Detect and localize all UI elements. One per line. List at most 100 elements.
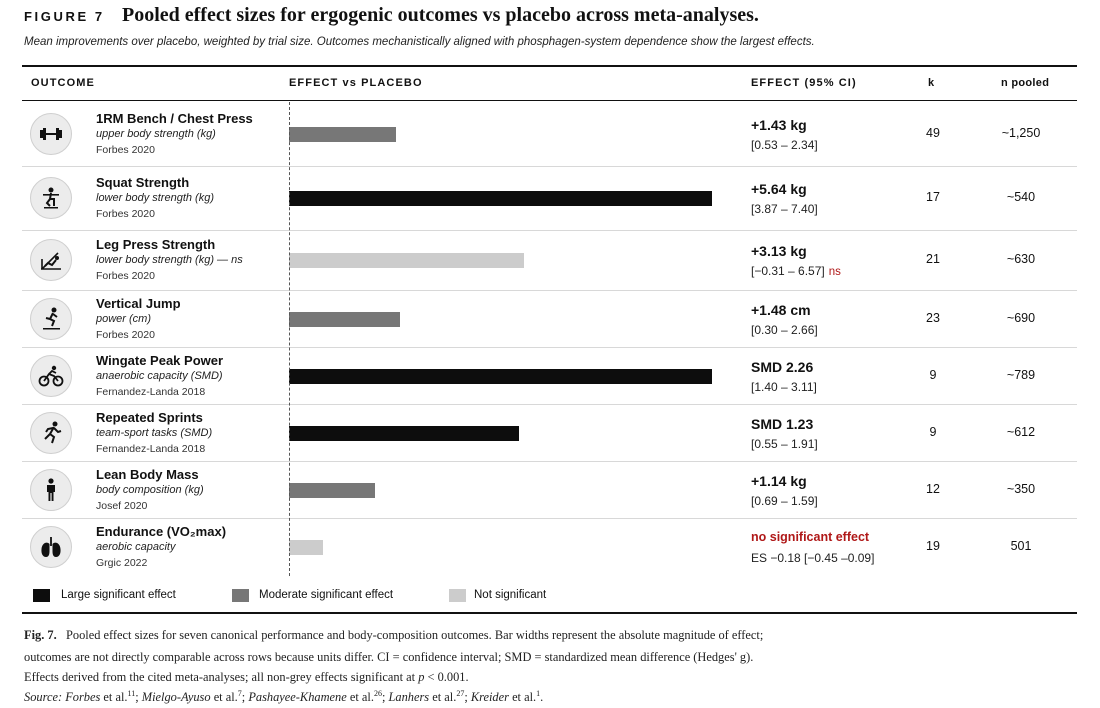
effect-ci-text: [0.30 – 2.66] — [751, 322, 818, 337]
squat-icon — [38, 185, 64, 211]
k-value: 23 — [926, 310, 940, 325]
outcome-measure: anaerobic capacity (SMD) — [96, 369, 223, 382]
row-separator — [22, 518, 1077, 519]
cycling-icon — [38, 363, 64, 389]
row-separator — [22, 290, 1077, 291]
effect-ci: [3.87 – 7.40] — [751, 202, 818, 216]
caption-line-1: Fig. 7. Pooled effect sizes for seven ca… — [24, 628, 763, 643]
k-value: 49 — [926, 126, 940, 140]
outcome-measure: aerobic capacity — [96, 541, 176, 553]
source-ref-number: 27 — [456, 689, 465, 698]
source-author: Kreider — [470, 690, 509, 705]
caption-text-3b: < 0.001. — [427, 670, 469, 684]
column-header-outcome: OUTCOME — [31, 77, 95, 89]
caption-text-3a: Effects derived from the cited meta-anal… — [24, 670, 416, 684]
ns-tag: ns — [828, 266, 841, 278]
effect-bar — [289, 482, 375, 498]
n-pooled-value: ~350 — [1006, 481, 1036, 496]
caption-source-line: Source: Forbes et al.11; Mielgo-Ayuso et… — [24, 689, 543, 705]
outcome-icon-badge — [30, 113, 72, 155]
dumbbell-icon — [38, 121, 64, 147]
effect-value: +5.64 kg — [751, 181, 807, 197]
figure-label: FIGURE 7 — [24, 9, 105, 24]
legend-label-ns: Not significant — [474, 589, 547, 601]
figure-title: Pooled effect sizes for ergogenic outcom… — [122, 4, 759, 26]
outcome-measure: body composition (kg) — [96, 483, 204, 496]
k-value: 9 — [929, 367, 937, 382]
outcome-measure: lower body strength (kg) — ns — [96, 254, 243, 266]
n-pooled-value: ~612 — [1006, 424, 1036, 439]
effect-ci-text: [0.55 – 1.91] — [751, 436, 818, 451]
legend-swatch-ns — [449, 589, 466, 602]
legend-label-large: Large significant effect — [61, 589, 176, 601]
outcome-measure: upper body strength (kg) — [96, 128, 216, 140]
k-value: 17 — [926, 190, 940, 204]
legend-swatch-large — [33, 589, 50, 602]
outcome-icon-badge — [30, 297, 72, 340]
effect-ci-text: [1.40 – 3.11] — [751, 379, 817, 394]
outcome-name: Leg Press Strength — [96, 237, 216, 252]
effect-value: +1.14 kg — [751, 472, 807, 489]
k-value: 12 — [926, 481, 940, 496]
effect-bar — [289, 311, 400, 327]
effect-ci: [−0.31 – 6.57] ns — [751, 264, 841, 278]
figure-subtitle: Mean improvements over placebo, weighted… — [24, 36, 815, 48]
n-pooled-value: ~630 — [1006, 252, 1036, 266]
source-citation: Pashayee-Khamene et al.26; — [248, 689, 389, 705]
n-pooled-value: ~789 — [1006, 367, 1036, 382]
effect-ci-text: ES −0.18 [−0.45 –0.09] — [751, 551, 875, 565]
outcome-name: 1RM Bench / Chest Press — [96, 111, 253, 126]
effect-bar — [289, 368, 712, 384]
effect-ci: [0.30 – 2.66] — [751, 323, 818, 337]
effect-ci: [0.53 – 2.34] — [751, 138, 818, 152]
effect-value: +3.13 kg — [751, 243, 807, 259]
effect-bar — [289, 191, 712, 206]
row-separator — [22, 347, 1077, 348]
bottom-rule — [22, 612, 1077, 614]
outcome-source: Forbes 2020 — [96, 270, 155, 282]
placebo-reference-line — [289, 102, 290, 576]
n-pooled-value: ~540 — [1006, 190, 1036, 204]
outcome-source: Forbes 2020 — [96, 144, 155, 156]
jump-icon — [38, 306, 64, 332]
lungs-icon — [38, 534, 64, 560]
outcome-icon-badge — [30, 177, 72, 219]
effect-ci-text: [3.87 – 7.40] — [751, 202, 818, 216]
effect-ci: ES −0.18 [−0.45 –0.09] — [751, 551, 874, 565]
caption-line-2: outcomes are not directly comparable acr… — [24, 650, 754, 664]
effect-ci: [1.40 – 3.11] — [751, 380, 817, 394]
row-separator — [22, 230, 1077, 231]
outcome-icon-badge — [30, 468, 72, 511]
outcome-icon-badge — [30, 411, 72, 454]
header-rule — [22, 100, 1077, 101]
legend-label-moderate: Moderate significant effect — [259, 589, 394, 601]
source-author: Pashayee-Khamene — [248, 690, 347, 705]
effect-ci: [0.55 – 1.91] — [751, 437, 818, 451]
outcome-source: Forbes 2020 — [96, 208, 155, 220]
source-etal: et al. — [432, 690, 457, 705]
caption-line-3: Effects derived from the cited meta-anal… — [24, 670, 469, 685]
column-header-effect-ci: EFFECT (95% CI) — [751, 77, 857, 89]
outcome-name: Wingate Peak Power — [96, 352, 224, 368]
effect-value: no significant effect — [751, 530, 870, 544]
effect-ci-text: [0.69 – 1.59] — [751, 493, 818, 508]
effect-bar — [289, 127, 396, 142]
row-separator — [22, 404, 1077, 405]
effect-bar — [289, 540, 323, 555]
caption-p-symbol: p — [418, 670, 425, 684]
outcome-icon-badge — [30, 354, 72, 397]
source-ref-number: 7 — [237, 689, 242, 698]
legend-swatch-moderate — [232, 589, 249, 602]
column-header-n-pooled: n pooled — [1001, 77, 1050, 89]
effect-value: +1.43 kg — [751, 117, 807, 133]
row-separator — [22, 166, 1077, 167]
effect-ci: [0.69 – 1.59] — [751, 494, 818, 508]
outcome-icon-badge — [30, 526, 72, 568]
effect-ci-text: [−0.31 – 6.57] — [751, 264, 825, 278]
row-separator — [22, 461, 1077, 462]
n-pooled-value: 501 — [1010, 539, 1032, 553]
effect-bar — [289, 425, 519, 441]
source-etal: et al. — [103, 690, 128, 705]
leg-press-icon — [38, 247, 64, 273]
k-value: 19 — [926, 539, 940, 553]
